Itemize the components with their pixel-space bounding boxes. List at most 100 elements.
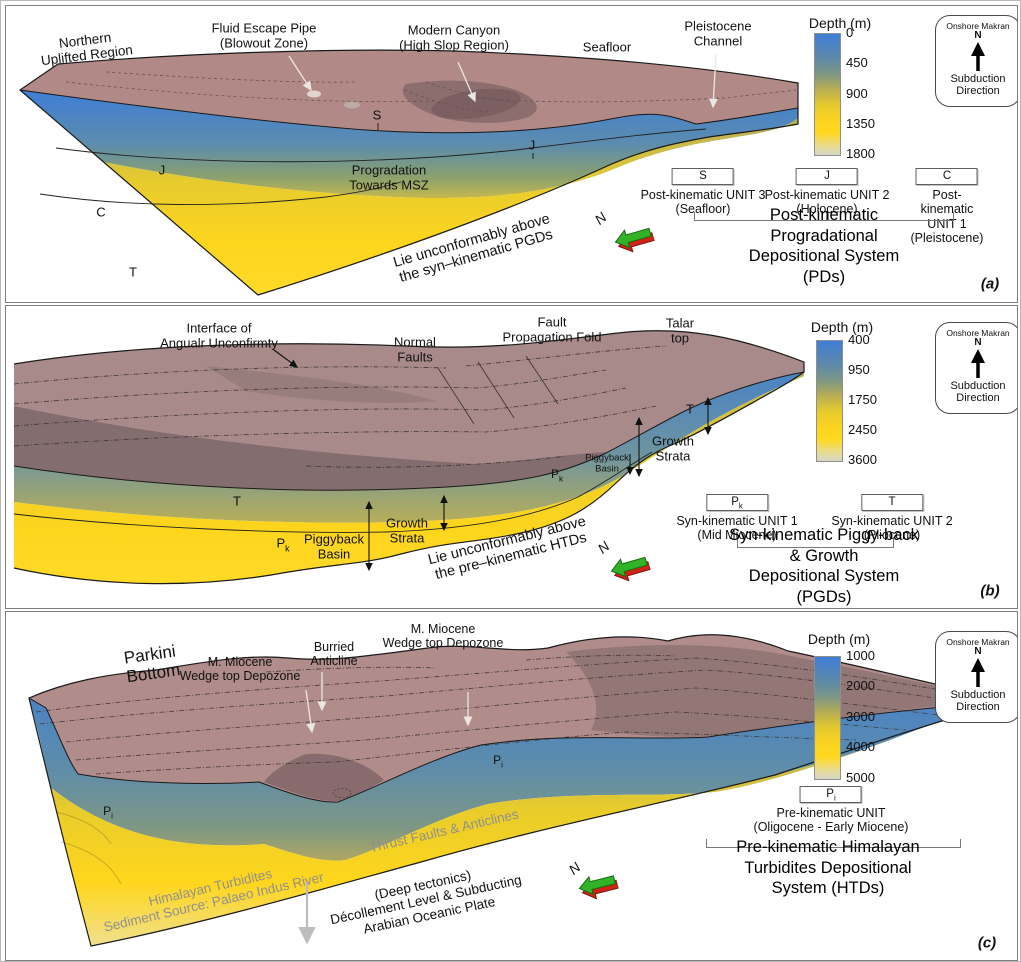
block-a-outline xyxy=(19,49,799,296)
unit-age: (Seafloor) xyxy=(675,202,731,217)
block-a-layer-lines xyxy=(39,123,707,206)
north-arrow-icon xyxy=(971,42,985,71)
unit-name: Pre-kinematic UNIT xyxy=(776,806,886,820)
unit-symbol: J xyxy=(824,170,830,182)
label-unit-t-left: T xyxy=(233,493,241,509)
ship-icon-c xyxy=(575,868,622,910)
legend-bracket-c xyxy=(706,839,961,848)
unit-name: Post-kinematic UNIT 2 xyxy=(764,188,890,202)
label-wedge-depozone-left: M. Miocene Wedge top Depozone xyxy=(179,654,301,683)
block-b-front-face xyxy=(14,372,804,584)
label-parkini-bottom: Parkini Bottom xyxy=(122,641,182,687)
depth-tick: 4000 xyxy=(846,738,875,754)
system-title-a: Post-kinematic Progradational Deposition… xyxy=(748,205,900,286)
label-fault-propagation-fold: Fault Propagation Fold xyxy=(502,314,602,344)
depth-tick: 3000 xyxy=(846,708,875,724)
label-piggyback-basin-left: Piggyback Basin xyxy=(304,531,364,561)
label-fluid-escape-pipe: Fluid Escape Pipe (Blowout Zone) xyxy=(211,20,317,50)
pi-sub: i xyxy=(501,760,503,770)
legend-unit-s: S Post-kinematic UNIT 3 (Seafloor) xyxy=(640,166,766,217)
legend-unit-pk: Pk Syn-kinematic UNIT 1 (Mid Miocene) xyxy=(676,492,798,543)
block-b-contour-lines xyxy=(13,345,667,468)
unit-age: (Pleistocene) xyxy=(910,231,984,246)
depth-tick: 950 xyxy=(848,361,870,377)
unit-symbol-box: S xyxy=(672,168,734,185)
panel-letter-b: (b) xyxy=(980,582,1000,600)
depth-colorbar-c xyxy=(814,656,841,780)
legend-unit-c: C Post-kinematic UNIT 1 (Pleistocene) xyxy=(910,166,984,246)
block-c-front-contours xyxy=(55,811,122,885)
unit-symbol-sub: k xyxy=(738,501,743,511)
ship-icon-b xyxy=(606,549,654,592)
legend-unit-j: J Post-kinematic UNIT 2 (Holocene) xyxy=(764,166,890,217)
label-unit-j: J xyxy=(528,137,536,153)
system-title-c: Pre-kinematic Himalayan Turbidites Depos… xyxy=(736,838,920,898)
unit-age: (Oligocene - Early Miocene) xyxy=(753,820,909,835)
depth-tick: 1800 xyxy=(846,145,875,161)
block-b-layer-line xyxy=(13,451,653,533)
block-c-arrows xyxy=(298,672,473,945)
pk-sub: k xyxy=(285,543,290,554)
label-unit-pk-left: Pk xyxy=(276,536,290,554)
unit-symbol-box: J xyxy=(796,168,858,185)
north-arrow-icon xyxy=(971,349,985,378)
label-unit-pi-center: Pi xyxy=(493,753,503,770)
depth-scale-title-b: Depth (m) xyxy=(810,319,874,335)
compass-caption: Subduction Direction xyxy=(950,689,1006,714)
block-diagram-a xyxy=(19,49,799,296)
label-wedge-depozone-right: M. Miocene Wedge top Depozone xyxy=(382,621,504,650)
unit-name: Syn-kinematic UNIT 1 xyxy=(676,514,798,528)
compass-region: Onshore Makran xyxy=(946,637,1010,647)
panel-c: Parkini Bottom M. Miocene Wedge top Depo… xyxy=(5,611,1018,961)
label-normal-faults: Normal Faults xyxy=(394,334,436,364)
block-b-top-surface xyxy=(14,330,804,491)
label-unit-c: C xyxy=(96,204,106,220)
block-b-fault-lines xyxy=(437,355,559,425)
depth-tick: 450 xyxy=(846,54,868,70)
panel-letter-a: (a) xyxy=(980,275,1000,293)
compass-box-c: Onshore Makran N Subduction Direction xyxy=(935,631,1017,723)
label-unit-s: S xyxy=(372,107,382,123)
unit-name: Post-kinematic UNIT 3 xyxy=(640,188,766,202)
block-c-outline xyxy=(28,634,1011,947)
legend-bracket-a xyxy=(694,212,954,221)
block-diagram-c xyxy=(28,634,1011,947)
unit-symbol-box: C xyxy=(915,168,978,185)
legend-unit-pi: Pi Pre-kinematic UNIT (Oligocene - Early… xyxy=(753,784,909,835)
panel-a: Northern Uplifted Region Fluid Escape Pi… xyxy=(5,5,1018,303)
compass-north: N xyxy=(974,30,982,41)
compass-box-b: Onshore Makran N Subduction Direction xyxy=(935,322,1017,414)
depth-tick: 1350 xyxy=(846,115,875,131)
block-c-top-surface xyxy=(29,634,1008,803)
label-pleistocene-channel: Pleistocene Channel xyxy=(684,18,752,48)
pi-main: P xyxy=(493,753,502,768)
block-diagram-b xyxy=(13,330,805,585)
unit-age: (Mid Miocene) xyxy=(697,528,777,543)
label-unit-j-left: J xyxy=(158,162,166,178)
block-b-outline xyxy=(13,330,805,585)
compass-north: N xyxy=(974,646,982,657)
north-arrow-icon xyxy=(971,658,985,687)
compass-caption: Subduction Direction xyxy=(950,380,1006,405)
label-unit-t: T xyxy=(129,264,137,280)
unit-name: Syn-kinematic UNIT 2 xyxy=(831,514,953,528)
label-burried-anticline: Burried Anticline xyxy=(310,639,358,668)
unit-symbol: P xyxy=(731,496,739,508)
compass-box-a: Onshore Makran N Subduction Direction xyxy=(935,15,1017,107)
label-progradation-msz: Progradation Towards MSZ xyxy=(349,162,429,192)
compass-region: Onshore Makran xyxy=(946,328,1010,338)
label-interface-unconformity: Interface of Angualr Unconfirmty xyxy=(160,320,278,350)
pk-sub: k xyxy=(558,474,564,484)
label-unit-pi-left: Pi xyxy=(103,804,113,821)
label-growth-strata-right: Growth Strata xyxy=(652,433,694,463)
depth-tick: 0 xyxy=(846,24,854,40)
block-a-contour-lines xyxy=(65,71,797,113)
block-c-front-face xyxy=(29,698,1008,946)
block-a-arrows xyxy=(288,53,719,109)
label-growth-strata-left: Growth Strata xyxy=(386,515,428,545)
compass-region: Onshore Makran xyxy=(946,21,1010,31)
legend-bracket-b xyxy=(737,539,894,548)
panel-b: Interface of Angualr Unconfirmty Normal … xyxy=(5,305,1018,609)
unit-age: (Holocene) xyxy=(796,202,858,217)
